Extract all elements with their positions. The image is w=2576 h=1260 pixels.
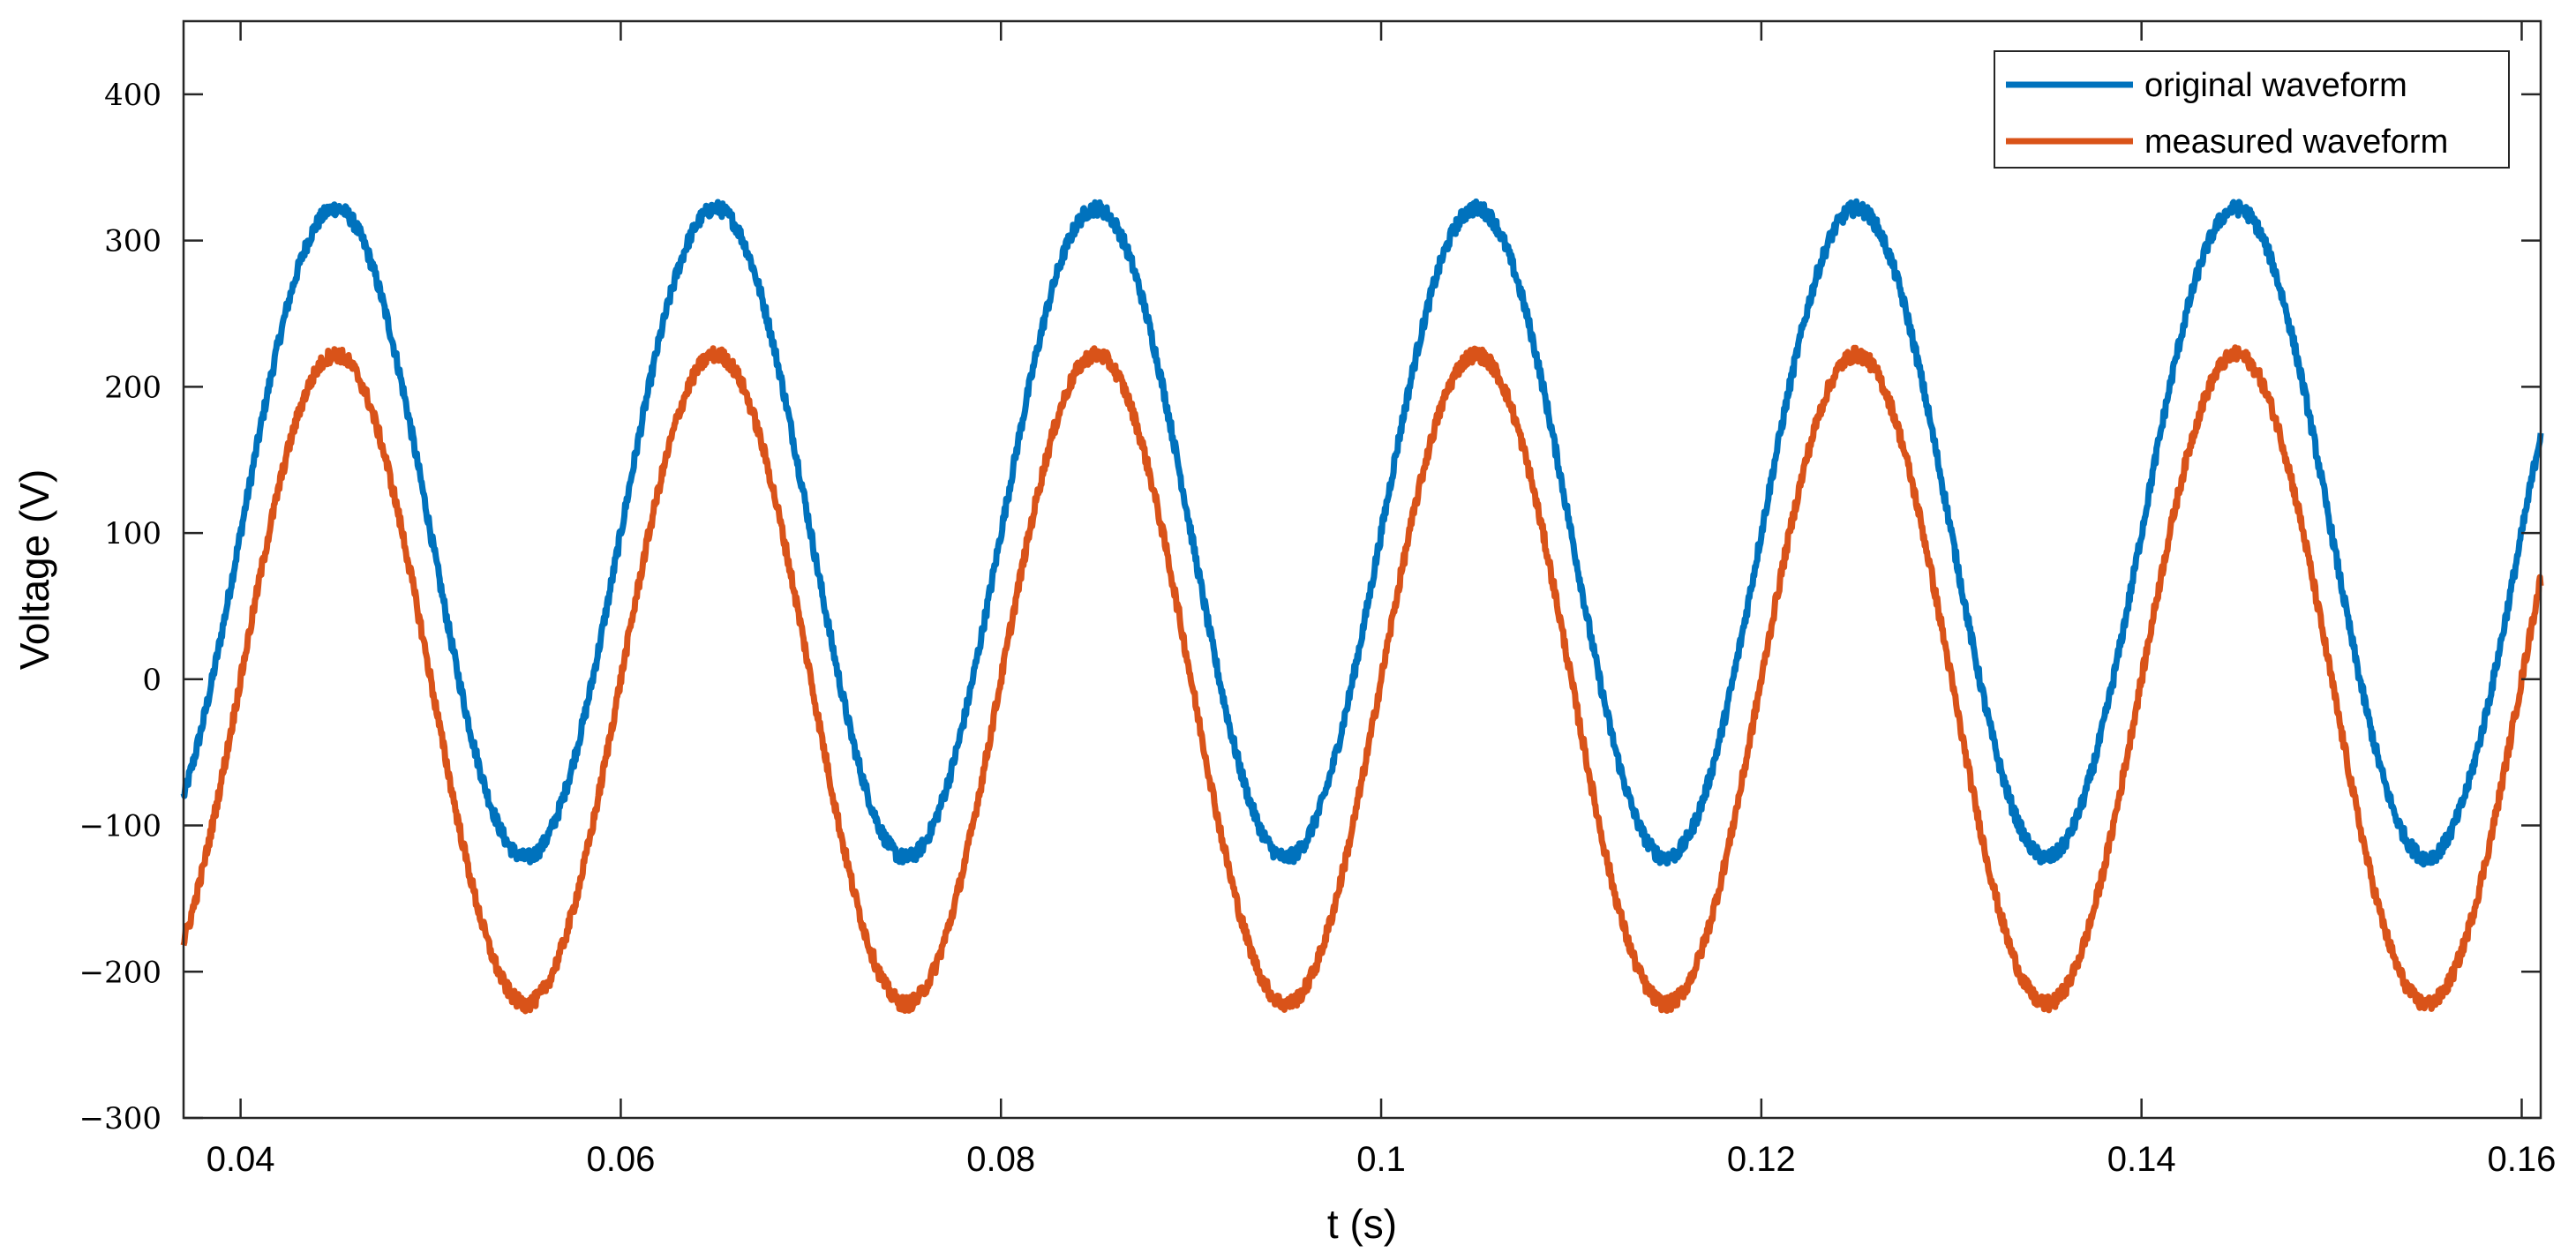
y-axis-label: Voltage (V) — [11, 469, 57, 671]
x-tick-label: 0.06 — [586, 1140, 655, 1179]
x-tick-label: 0.16 — [2488, 1140, 2557, 1179]
x-tick-labels: 0.04 0.06 0.08 0.1 0.12 0.14 0.16 — [207, 1140, 2557, 1179]
x-axis-label: t (s) — [1327, 1201, 1397, 1247]
legend-label-measured: measured waveform — [2144, 124, 2448, 161]
y-tick-labels: −300 −200 −100 0 100 200 300 400 — [79, 78, 161, 1136]
y-tick-label: 0 — [142, 663, 161, 698]
y-tick-label: 100 — [104, 516, 161, 551]
plot-series — [180, 198, 2544, 1015]
y-tick-label: 400 — [104, 78, 161, 113]
y-tick-label: −300 — [79, 1101, 161, 1136]
y-tick-label: 200 — [104, 370, 161, 405]
axis-ticks — [184, 21, 2541, 1120]
x-tick-label: 0.14 — [2107, 1140, 2176, 1179]
x-tick-label: 0.04 — [207, 1140, 275, 1179]
series-line-measured — [180, 344, 2544, 1015]
x-tick-label: 0.08 — [966, 1140, 1035, 1179]
legend: original waveform measured waveform — [1994, 50, 2510, 169]
x-tick-label: 0.1 — [1356, 1140, 1406, 1179]
legend-label-original: original waveform — [2144, 67, 2407, 104]
axes-box — [182, 19, 2542, 1120]
y-tick-label: −100 — [79, 809, 161, 844]
y-tick-label: −200 — [79, 955, 161, 990]
legend-box — [1994, 50, 2510, 169]
series-line-original — [180, 198, 2544, 868]
y-tick-label: 300 — [104, 224, 161, 259]
x-tick-label: 0.12 — [1727, 1140, 1796, 1179]
